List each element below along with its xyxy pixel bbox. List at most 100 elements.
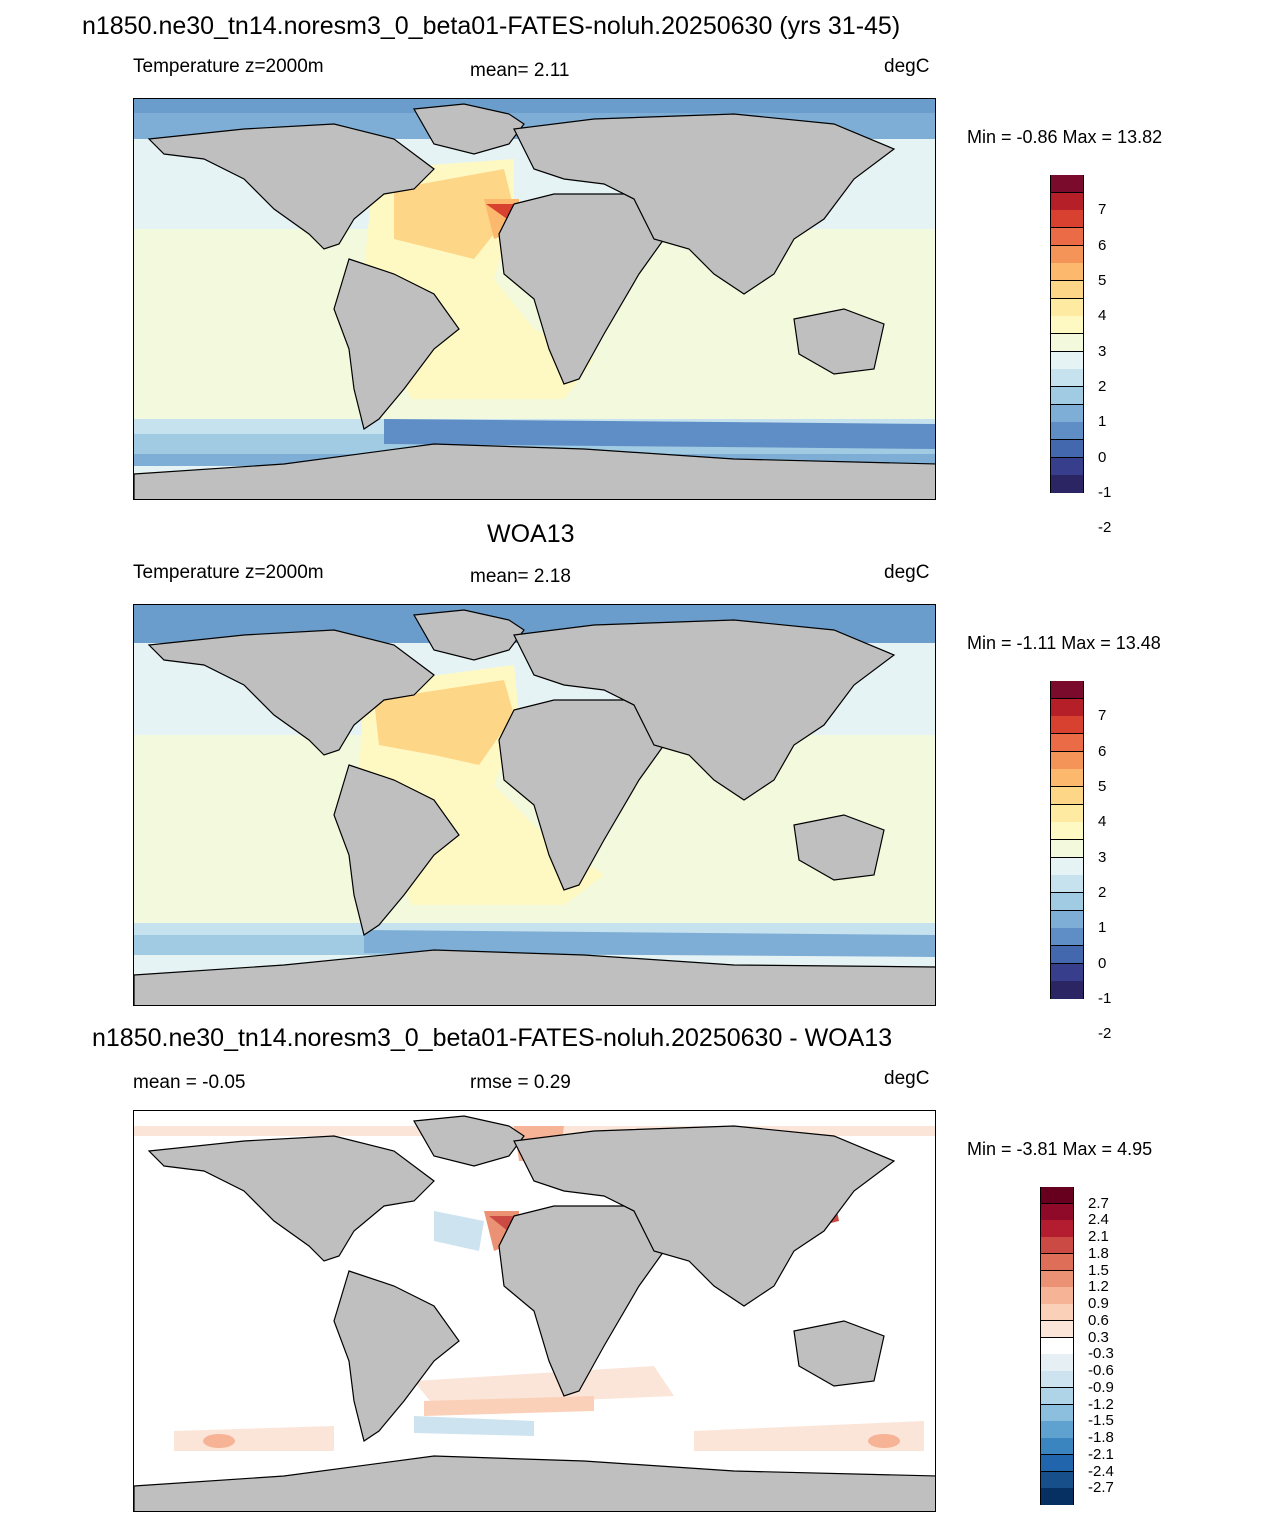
panel-diff-rmse: rmse = 0.29	[470, 1072, 571, 1093]
colorbar-tick-label: -1	[1098, 484, 1112, 501]
colorbar-tick-label: 6	[1098, 236, 1107, 254]
map-model	[133, 98, 936, 500]
page-title: n1850.ne30_tn14.noresm3_0_beta01-FATES-n…	[82, 12, 901, 40]
map-model-field	[134, 99, 935, 499]
colorbar-segment	[1051, 245, 1083, 264]
colorbar-tick-label: 4	[1098, 813, 1107, 831]
colorbar-segment	[1051, 698, 1083, 717]
colorbar-segment	[1051, 351, 1083, 370]
colorbar-segment	[1041, 1438, 1073, 1456]
panel-obs-minmax: Min = -1.11 Max = 13.48	[967, 633, 1161, 653]
panel-diff-minmax: Min = -3.81 Max = 4.95	[967, 1139, 1153, 1159]
panel-obs-mean: mean= 2.18	[470, 566, 571, 587]
colorbar-segment	[1051, 751, 1083, 770]
colorbar-segment	[1051, 175, 1083, 194]
colorbar-tick-label: 7	[1098, 707, 1107, 725]
colorbar-segment	[1051, 946, 1083, 965]
colorbar-segment	[1051, 334, 1083, 353]
colorbar-segment	[1041, 1421, 1073, 1439]
panel-diff-title: n1850.ne30_tn14.noresm3_0_beta01-FATES-n…	[92, 1024, 893, 1052]
colorbar-tick-label: 2.1	[1088, 1228, 1109, 1246]
colorbar-segment	[1041, 1404, 1073, 1422]
colorbar-segment	[1041, 1354, 1073, 1372]
colorbar-segment	[1041, 1270, 1073, 1288]
colorbar-segment	[1051, 787, 1083, 806]
map-diff	[133, 1110, 936, 1512]
colorbar-model	[1050, 175, 1084, 493]
colorbar-segment	[1051, 981, 1083, 999]
map-obs-field	[134, 605, 935, 1005]
colorbar-segment	[1051, 263, 1083, 282]
colorbar-tick-label: -2.4	[1088, 1462, 1114, 1480]
colorbar-segment	[1051, 316, 1083, 335]
colorbar-tick-label: 5	[1098, 778, 1107, 795]
map-obs	[133, 604, 936, 1006]
panel-model-units: degC	[884, 56, 930, 77]
colorbar-segment	[1051, 716, 1083, 735]
colorbar-segment	[1041, 1287, 1073, 1305]
colorbar-segment	[1051, 804, 1083, 823]
colorbar-tick-label: 2.4	[1088, 1211, 1109, 1229]
colorbar-tick-label: 4	[1098, 307, 1107, 325]
colorbar-segment	[1051, 228, 1083, 247]
colorbar-tick-label: 1	[1098, 413, 1107, 431]
colorbar-segment	[1051, 422, 1083, 441]
colorbar-tick-label: -1.5	[1088, 1412, 1114, 1430]
colorbar-segment	[1041, 1337, 1073, 1355]
colorbar-segment	[1051, 475, 1083, 493]
colorbar-segment	[1051, 928, 1083, 947]
colorbar-segment	[1041, 1471, 1073, 1489]
colorbar-segment	[1051, 840, 1083, 859]
colorbar-segment	[1051, 192, 1083, 211]
colorbar-segment	[1051, 457, 1083, 476]
colorbar-tick-label: 2.7	[1088, 1194, 1109, 1212]
colorbar-segment	[1051, 281, 1083, 300]
panel-model-mean: mean= 2.11	[470, 60, 570, 81]
panel-obs-units: degC	[884, 562, 930, 583]
colorbar-tick-label: 0.9	[1088, 1295, 1109, 1313]
colorbar-tick-label: 1.5	[1088, 1261, 1109, 1279]
colorbar-tick-label: -1.2	[1088, 1395, 1114, 1413]
colorbar-obs	[1050, 681, 1084, 999]
colorbar-segment	[1051, 681, 1083, 700]
colorbar-tick-label: 3	[1098, 342, 1107, 360]
panel-model-left-label: Temperature z=2000m	[133, 56, 324, 77]
colorbar-tick-label: 2	[1098, 378, 1107, 395]
colorbar-diff	[1040, 1187, 1074, 1505]
colorbar-segment	[1041, 1488, 1073, 1505]
colorbar-tick-label: 5	[1098, 272, 1107, 289]
colorbar-tick-label: -2.1	[1088, 1445, 1114, 1463]
colorbar-tick-label: -0.3	[1088, 1345, 1114, 1363]
colorbar-tick-label: -2	[1098, 519, 1112, 537]
panel-model-minmax: Min = -0.86 Max = 13.82	[967, 127, 1163, 147]
panel-diff-units: degC	[884, 1068, 930, 1089]
colorbar-tick-label: 0.3	[1088, 1328, 1109, 1346]
colorbar-tick-label: 3	[1098, 848, 1107, 866]
colorbar-segment	[1051, 210, 1083, 229]
panel-diff-mean: mean = -0.05	[133, 1072, 246, 1093]
colorbar-segment	[1051, 822, 1083, 841]
colorbar-segment	[1051, 963, 1083, 982]
colorbar-segment	[1041, 1253, 1073, 1272]
colorbar-segment	[1041, 1320, 1073, 1339]
map-diff-field	[134, 1111, 935, 1511]
panel-obs-left-label: Temperature z=2000m	[133, 562, 324, 583]
colorbar-tick-label: 6	[1098, 742, 1107, 760]
colorbar-segment	[1041, 1454, 1073, 1473]
colorbar-tick-label: 7	[1098, 201, 1107, 219]
colorbar-tick-label: 0.6	[1088, 1311, 1109, 1329]
colorbar-segment	[1051, 734, 1083, 753]
colorbar-tick-label: -0.6	[1088, 1362, 1114, 1380]
colorbar-segment	[1051, 387, 1083, 406]
colorbar-segment	[1051, 440, 1083, 459]
colorbar-tick-label: 0	[1098, 954, 1107, 972]
colorbar-segment	[1051, 857, 1083, 876]
colorbar-segment	[1041, 1187, 1073, 1205]
colorbar-tick-label: 1.2	[1088, 1278, 1109, 1296]
colorbar-tick-label: -2	[1098, 1025, 1112, 1043]
colorbar-tick-label: -1	[1098, 990, 1112, 1007]
colorbar-tick-label: 0	[1098, 448, 1107, 466]
colorbar-segment	[1041, 1304, 1073, 1322]
colorbar-tick-label: 2	[1098, 884, 1107, 901]
colorbar-segment	[1041, 1387, 1073, 1406]
